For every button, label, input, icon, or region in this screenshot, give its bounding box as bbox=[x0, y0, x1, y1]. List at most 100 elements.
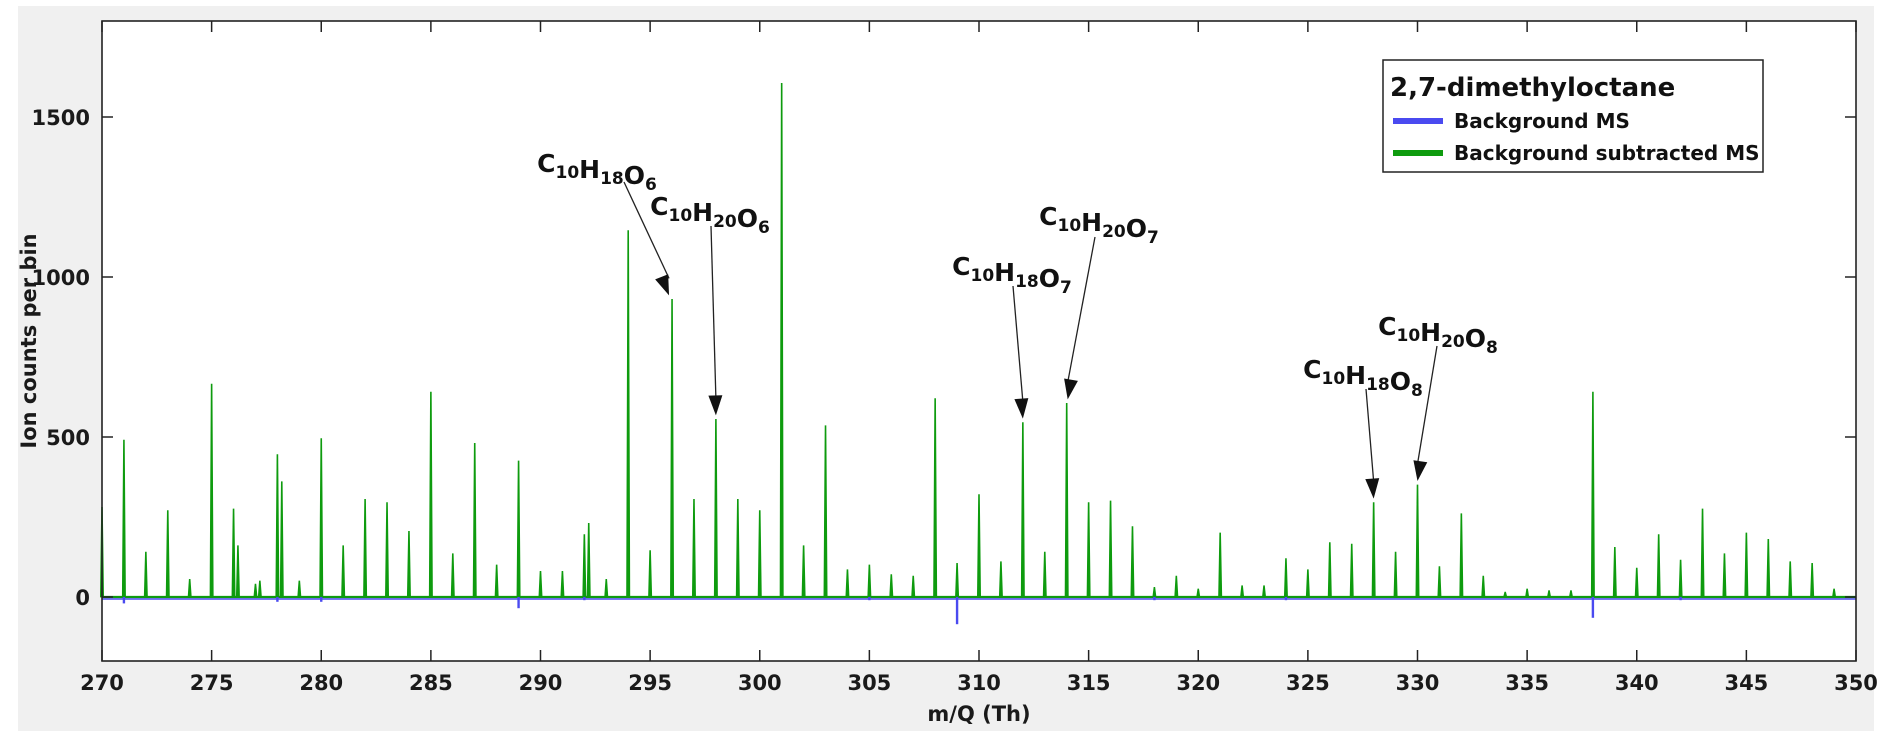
green-peak bbox=[1064, 403, 1069, 598]
formula-label: C10H20O7 bbox=[1039, 202, 1159, 248]
green-peak bbox=[1568, 590, 1574, 598]
green-peak bbox=[779, 83, 784, 598]
formula-element: O bbox=[1039, 264, 1060, 293]
annotation-arrowhead bbox=[1064, 378, 1078, 400]
green-peak bbox=[472, 443, 477, 598]
formula-element: O bbox=[1465, 324, 1486, 353]
formula-element: H bbox=[994, 258, 1015, 287]
green-peak bbox=[1656, 534, 1661, 598]
green-peak bbox=[670, 299, 675, 598]
green-peak bbox=[1130, 526, 1135, 598]
green-peak bbox=[363, 499, 368, 598]
green-peak bbox=[450, 553, 455, 598]
y-tick-label: 1500 bbox=[32, 106, 90, 130]
green-peak bbox=[1305, 569, 1310, 598]
formula-subscript: 20 bbox=[1102, 222, 1126, 242]
formula-label: C10H18O8 bbox=[1303, 355, 1423, 401]
green-peak bbox=[801, 545, 806, 598]
formula-subscript: 7 bbox=[1060, 278, 1072, 298]
annotation-arrow-line bbox=[710, 225, 717, 399]
formula-subscript: 18 bbox=[600, 169, 624, 189]
green-peak bbox=[1546, 590, 1552, 598]
formula-label: C10H18O7 bbox=[952, 252, 1072, 298]
legend-title: 2,7-dimethyloctane bbox=[1390, 73, 1675, 103]
green-peak bbox=[626, 230, 631, 598]
annotation-arrow-line bbox=[623, 181, 670, 279]
x-tick-label: 275 bbox=[190, 671, 234, 695]
green-peak bbox=[648, 550, 653, 598]
tick-group: 270 275 280 285 290 295 300 305 310 315 320 325 330 3… bbox=[32, 21, 1878, 695]
green-peak bbox=[1788, 561, 1793, 598]
green-peak bbox=[143, 551, 148, 598]
green-peak bbox=[1481, 575, 1486, 598]
formula-element: H bbox=[692, 198, 713, 227]
formula-subscript: 18 bbox=[1366, 375, 1390, 395]
green-peak bbox=[406, 531, 411, 598]
green-peak bbox=[998, 561, 1003, 598]
green-peak bbox=[1261, 585, 1267, 598]
green-peak bbox=[1744, 532, 1749, 598]
formula-subscript: 6 bbox=[758, 218, 770, 238]
y-tick-label: 0 bbox=[75, 586, 90, 610]
green-peak bbox=[209, 383, 214, 598]
formula-subscript: 10 bbox=[1057, 216, 1081, 236]
formula-subscript: 10 bbox=[1396, 326, 1420, 346]
formula-subscript: 6 bbox=[645, 175, 657, 195]
x-tick-label: 315 bbox=[1067, 671, 1111, 695]
green-peak bbox=[297, 580, 302, 598]
formula-subscript: 20 bbox=[1441, 332, 1465, 352]
x-tick-label: 320 bbox=[1176, 671, 1220, 695]
green-peak bbox=[735, 499, 740, 598]
y-tick-label: 500 bbox=[46, 426, 90, 450]
green-peak bbox=[1415, 484, 1420, 598]
x-tick-label: 310 bbox=[957, 671, 1001, 695]
formula-element: C bbox=[1303, 355, 1321, 384]
green-peak bbox=[1832, 588, 1837, 598]
x-axis-title: m/Q (Th) bbox=[927, 702, 1030, 726]
formula-subscript: 7 bbox=[1147, 228, 1159, 248]
green-peak bbox=[604, 579, 609, 598]
green-peak bbox=[823, 425, 828, 598]
green-peak bbox=[1086, 502, 1091, 598]
x-tick-label: 280 bbox=[299, 671, 343, 695]
green-peak bbox=[1218, 532, 1223, 598]
green-peak bbox=[1503, 591, 1508, 598]
green-peak bbox=[1174, 575, 1179, 598]
y-axis-title: Ion counts per bin bbox=[17, 233, 41, 448]
green-peak bbox=[1371, 502, 1376, 598]
green-peak bbox=[1196, 588, 1201, 598]
annotation-group: C10H18O6C10H20O6C10H18O7C10H20O7C10H18O8… bbox=[537, 149, 1498, 499]
green-peak bbox=[713, 419, 718, 598]
annotation-arrow-line bbox=[1012, 285, 1024, 402]
formula-element: O bbox=[737, 204, 758, 233]
formula-element: H bbox=[1420, 318, 1441, 347]
green-peak bbox=[1393, 551, 1398, 598]
annotation-arrow-line bbox=[1416, 345, 1438, 465]
green-peak bbox=[187, 579, 192, 598]
green-peak bbox=[1525, 588, 1530, 598]
formula-subscript: 10 bbox=[668, 206, 692, 226]
formula-element: C bbox=[537, 149, 555, 178]
x-tick-label: 340 bbox=[1615, 671, 1659, 695]
green-peak bbox=[253, 583, 258, 598]
green-peak bbox=[1240, 585, 1245, 598]
green-peak bbox=[889, 574, 894, 598]
y-tick-label: 1000 bbox=[32, 266, 90, 290]
green-peak bbox=[1108, 500, 1113, 598]
formula-subscript: 8 bbox=[1411, 381, 1423, 401]
annotation-arrow-line bbox=[1067, 236, 1096, 383]
green-peak bbox=[911, 575, 916, 598]
annotation-arrowhead bbox=[1413, 460, 1428, 481]
green-peak bbox=[1020, 422, 1025, 598]
green-peak bbox=[341, 545, 346, 598]
x-tick-label: 305 bbox=[847, 671, 891, 695]
formula-element: H bbox=[579, 155, 600, 184]
x-tick-label: 285 bbox=[409, 671, 453, 695]
formula-subscript: 18 bbox=[1015, 272, 1039, 292]
green-peak bbox=[560, 571, 565, 598]
annotation-arrowhead bbox=[655, 274, 670, 296]
formula-element: C bbox=[952, 252, 970, 281]
green-peak bbox=[1634, 567, 1639, 598]
formula-subscript: 20 bbox=[713, 212, 737, 232]
